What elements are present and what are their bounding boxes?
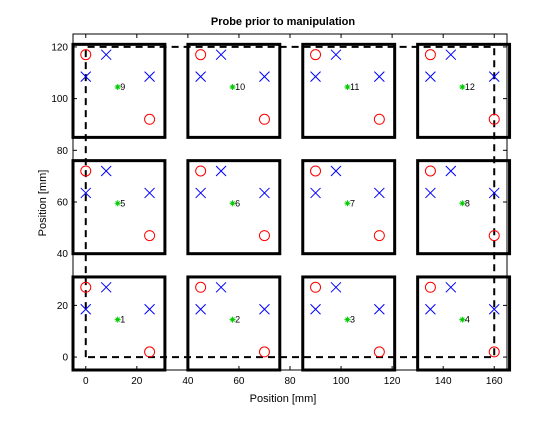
x-tick-label: 40 [182,376,194,387]
device-box [303,277,395,370]
circle-marker [311,282,321,292]
x-axis-label: Position [mm] [250,393,317,405]
cross-marker [425,188,435,198]
cross-marker [216,166,226,176]
cross-marker [196,188,206,198]
cross-marker [145,304,155,314]
device-box [418,161,510,254]
x-tick-label: 140 [435,376,452,387]
circle-marker [311,166,321,176]
circle-marker [374,114,384,124]
device-label: 3 [350,315,355,325]
device-label: 1 [120,315,125,325]
circle-marker [259,114,269,124]
cross-marker [331,50,341,60]
cross-marker [331,166,341,176]
cross-marker [196,304,206,314]
device-label: 2 [235,315,240,325]
device-box [188,44,280,137]
x-tick-label: 0 [83,376,89,387]
cross-marker [145,72,155,82]
cross-marker [374,304,384,314]
circle-marker [196,166,206,176]
cross-marker [425,304,435,314]
device-label: 5 [120,198,125,208]
circle-marker [196,50,206,60]
cross-marker [101,166,111,176]
device-label: 12 [465,82,475,92]
y-tick-label: 100 [51,94,68,105]
y-tick-label: 60 [57,198,69,209]
y-axis-label: Position [mm] [37,170,49,237]
y-tick-label: 40 [57,249,69,260]
cross-marker [259,72,269,82]
axes-frame [73,34,507,370]
circle-marker [196,282,206,292]
circle-marker [425,166,435,176]
circle-marker [374,231,384,241]
device-box [73,161,165,254]
cross-marker [331,282,341,292]
x-tick-label: 100 [333,376,350,387]
cross-marker [311,72,321,82]
cross-marker [374,188,384,198]
probe-path-line [86,47,494,357]
device-label: 7 [350,198,355,208]
cross-marker [446,166,456,176]
circle-marker [425,50,435,60]
y-tick-label: 20 [57,301,69,312]
x-tick-label: 60 [233,376,245,387]
device-box [188,277,280,370]
y-tick-label: 0 [62,353,68,364]
cross-marker [311,188,321,198]
device-box [188,161,280,254]
plot-area: 1 2 3 45 6 7 89 10 11 120 20 40 60 80 100 120 140 1600204… [51,34,509,387]
x-tick-label: 120 [384,376,401,387]
cross-marker [101,282,111,292]
cross-marker [259,304,269,314]
circle-marker [311,50,321,60]
circle-marker [145,347,155,357]
device-box [303,44,395,137]
circle-marker [259,231,269,241]
x-tick-label: 80 [284,376,296,387]
device-box [418,277,510,370]
device-box [73,277,165,370]
circle-marker [145,231,155,241]
circle-marker [259,347,269,357]
device-box [73,44,165,137]
cross-marker [446,50,456,60]
device-label: 10 [235,82,245,92]
x-tick-label: 160 [486,376,503,387]
circle-marker [374,347,384,357]
cross-marker [145,188,155,198]
y-tick-label: 120 [51,42,68,53]
cross-marker [259,188,269,198]
circle-marker [145,114,155,124]
device-label: 9 [120,82,125,92]
device-box [303,161,395,254]
cross-marker [425,72,435,82]
cross-marker [216,50,226,60]
device-label: 4 [465,315,470,325]
device-label: 11 [350,82,359,92]
cross-marker [311,304,321,314]
device-label: 8 [465,198,470,208]
y-tick-label: 80 [57,146,69,157]
cross-marker [374,72,384,82]
device-box [418,44,510,137]
cross-marker [196,72,206,82]
x-tick-label: 20 [131,376,143,387]
device-label: 6 [235,198,240,208]
cross-marker [216,282,226,292]
chart-title: Probe prior to manipulation [211,16,356,28]
cross-marker [446,282,456,292]
cross-marker [101,50,111,60]
circle-marker [425,282,435,292]
